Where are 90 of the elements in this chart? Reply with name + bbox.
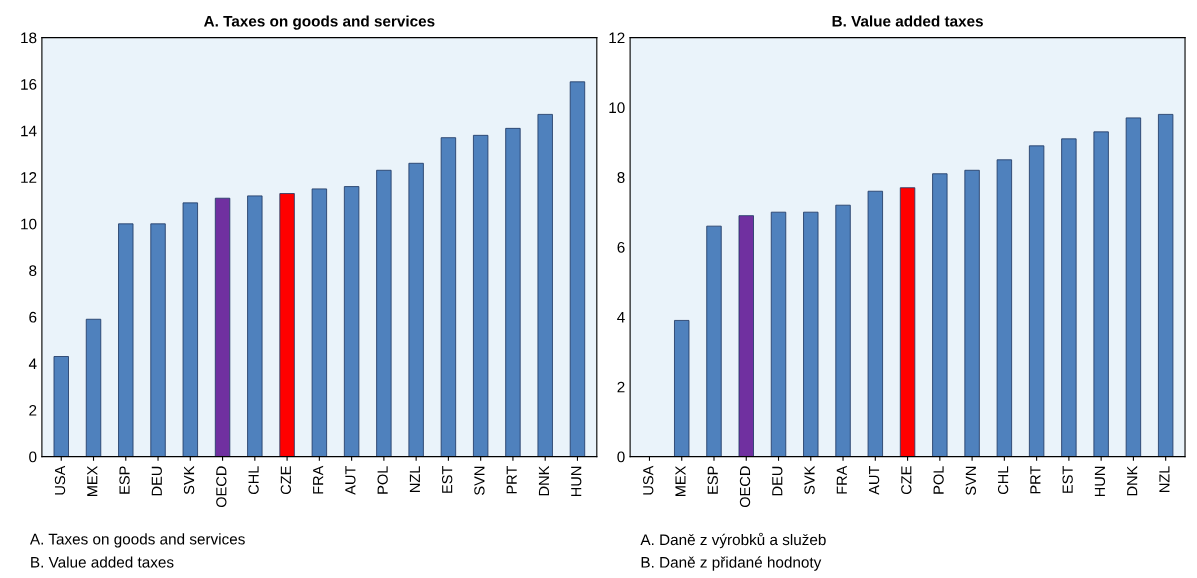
x-tick-label: CHL [248,466,259,495]
text: B. Daně z přidané hodnoty [641,556,822,571]
bar [376,169,392,457]
x-tick-label: PRT [1030,465,1041,494]
x-tick-label: EST [441,465,453,493]
bar [53,356,69,457]
bar [247,195,263,457]
bar [1125,117,1142,457]
bar [1093,131,1109,457]
chart-title: A. Taxes on goods and services [203,15,435,30]
bar [279,193,295,457]
bar [674,320,690,457]
x-tick-label: DEU [772,466,783,496]
bar [1028,145,1045,457]
chart-title: B. Value added taxes [832,15,983,27]
bar [803,211,819,457]
x-tick-label: SVK [804,465,815,495]
y-tick-label: 18 [21,32,37,44]
y-tick-label: 10 [609,102,625,114]
bar [1061,138,1077,457]
y-tick-label: 16 [21,79,37,90]
x-tick-label: ESP [707,466,718,494]
x-tick-label: ESP [119,466,130,494]
bar [408,162,424,457]
bar [770,211,787,457]
x-tick-label: SVN [474,466,485,495]
bar [867,190,883,457]
y-tick-label: 8 [29,265,37,277]
bar [1157,113,1174,457]
x-tick-label: MEX [675,465,686,497]
x-tick-label: FRA [313,465,324,494]
bar [569,81,586,457]
x-tick-label: CZE [901,466,912,495]
x-tick-label: HUN [1094,466,1106,497]
bar [85,318,102,457]
y-tick-label: 2 [617,381,625,393]
x-tick-label: USA [643,465,654,495]
bar [738,215,754,457]
y-tick-label: 0 [617,451,625,463]
bar [996,159,1013,457]
x-tick-label: NZL [409,466,420,492]
y-tick-label: 6 [617,241,625,253]
y-tick-label: 12 [609,32,625,44]
bar [472,134,489,457]
y-tick-label: 4 [28,358,37,370]
x-tick-label: MEX [87,465,98,497]
x-tick-label: HUN [571,466,582,497]
text: A. Daně z výrobků a služeb [640,532,826,549]
x-tick-label: AUT [345,465,356,495]
y-tick-label: 12 [21,172,37,183]
x-tick-label: AUT [869,465,880,495]
bar [343,186,360,457]
y-tick-label: 6 [29,311,37,323]
y-tick-label: 0 [29,451,37,463]
bar [899,187,916,457]
bar [440,137,457,457]
bar [311,188,328,457]
bar [505,127,521,457]
y-tick-label: 14 [21,125,37,137]
x-tick-label: FRA [836,465,847,494]
bar [835,204,851,457]
x-tick-label: DNK [1127,465,1138,496]
x-tick-label: CZE [280,466,292,495]
text: B. Value added taxes [31,556,174,568]
x-tick-label: CHL [997,466,1009,495]
text: A. Taxes on goods and services [29,533,245,548]
bar [150,223,166,457]
x-tick-label: POL [377,466,388,494]
y-tick-label: 10 [21,218,37,230]
x-tick-label: OECD [739,466,751,508]
x-tick-label: OECD [216,466,227,508]
x-tick-label: SVN [965,466,977,495]
x-tick-label: NZL [1159,466,1170,492]
x-tick-label: POL [933,466,944,494]
y-tick-label: 4 [617,311,625,323]
x-tick-label: DNK [538,465,549,496]
x-tick-label: SVK [183,465,195,495]
x-tick-label: PRT [506,465,517,494]
bar [537,113,553,457]
y-tick-label: 8 [617,172,625,183]
y-tick-label: 2 [29,404,37,416]
x-tick-label: EST [1062,465,1073,493]
bar [932,173,948,457]
bar [118,223,134,457]
bar [182,202,198,457]
bar [214,197,231,457]
bar [706,225,722,457]
bar [964,169,980,457]
x-tick-label: DEU [151,466,162,496]
x-tick-label: USA [54,465,66,495]
